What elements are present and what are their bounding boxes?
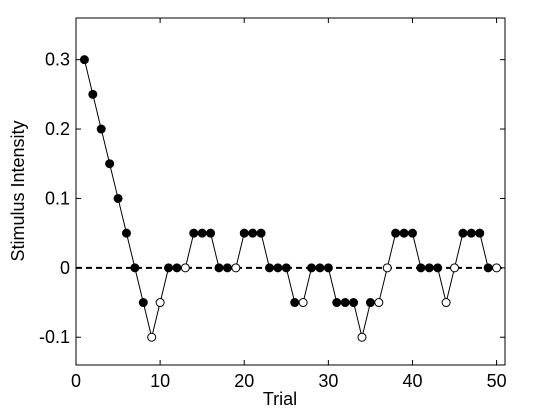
x-tick-label: 10 [150, 371, 170, 391]
x-tick-label: 0 [71, 371, 81, 391]
data-point [138, 298, 148, 308]
y-tick-label: 0 [60, 258, 70, 278]
data-point [407, 228, 417, 238]
data-point [155, 298, 165, 308]
data-point [483, 263, 493, 273]
data-point [475, 228, 485, 238]
data-point [424, 263, 434, 273]
data-point [399, 228, 409, 238]
data-point [349, 298, 359, 308]
data-point [180, 263, 190, 273]
y-tick-label: -0.1 [39, 327, 70, 347]
data-point [273, 263, 283, 273]
data-point [147, 332, 157, 342]
x-tick-label: 20 [234, 371, 254, 391]
data-point [206, 228, 216, 238]
data-point [256, 228, 266, 238]
data-point [231, 263, 241, 273]
data-point [88, 89, 98, 99]
data-point [365, 298, 375, 308]
data-point [189, 228, 199, 238]
data-point [357, 332, 367, 342]
data-point [332, 298, 342, 308]
plot-frame [75, 17, 506, 366]
y-axis-label: Stimulus Intensity [8, 120, 28, 261]
data-point [315, 263, 325, 273]
data-point [214, 263, 224, 273]
data-point [466, 228, 476, 238]
data-point [113, 193, 123, 203]
data-point [298, 298, 308, 308]
data-point [248, 228, 258, 238]
data-point [492, 263, 502, 273]
data-point [239, 228, 249, 238]
data-point [374, 298, 384, 308]
x-tick-label: 50 [487, 371, 507, 391]
data-point [441, 298, 451, 308]
y-tick-label: 0.2 [45, 119, 70, 139]
data-point [450, 263, 460, 273]
data-point [416, 263, 426, 273]
data-point [164, 263, 174, 273]
data-point [105, 159, 115, 169]
x-axis-label: Trial [263, 389, 297, 409]
data-point [340, 298, 350, 308]
x-tick-label: 30 [318, 371, 338, 391]
data-point [458, 228, 468, 238]
data-point [290, 298, 300, 308]
data-point [172, 263, 182, 273]
data-point [391, 228, 401, 238]
data-point [281, 263, 291, 273]
data-point [382, 263, 392, 273]
y-tick-label: 0.3 [45, 50, 70, 70]
data-point [433, 263, 443, 273]
data-point [222, 263, 232, 273]
data-point [323, 263, 333, 273]
data-point [79, 55, 89, 65]
y-tick-label: 0.1 [45, 188, 70, 208]
data-point [264, 263, 274, 273]
data-point [130, 263, 140, 273]
data-point [197, 228, 207, 238]
data-point [307, 263, 317, 273]
data-point [121, 228, 131, 238]
x-tick-label: 40 [402, 371, 422, 391]
data-point [96, 124, 106, 134]
